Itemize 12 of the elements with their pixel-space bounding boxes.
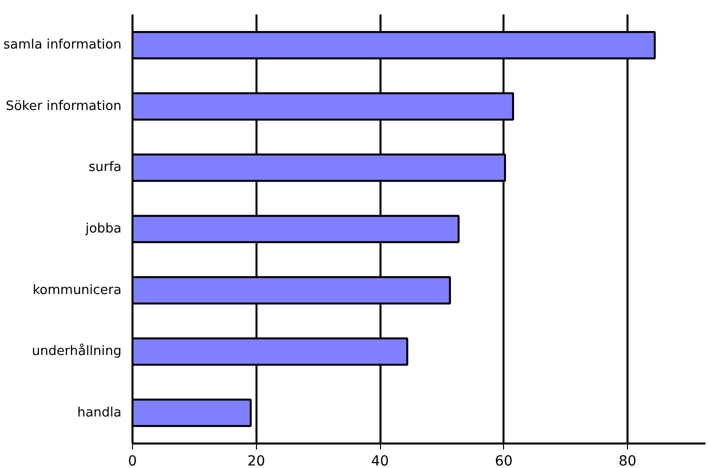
x-tick-label: 80 [618,454,636,468]
y-tick-label: kommunicera [32,282,122,298]
y-tick-label: surfa [88,160,122,176]
y-tick-label: jobba [84,222,122,236]
x-tick-label: 20 [247,454,266,468]
y-tick-label: underhållning [32,343,122,360]
x-tick-label: 40 [371,454,389,468]
y-tick-label: Söker information [6,98,122,114]
x-tick-label: 0 [128,454,137,468]
y-tick-label: handla [77,405,122,420]
y-tick-label: samla information [3,38,122,53]
x-tick-label: 60 [494,454,513,468]
